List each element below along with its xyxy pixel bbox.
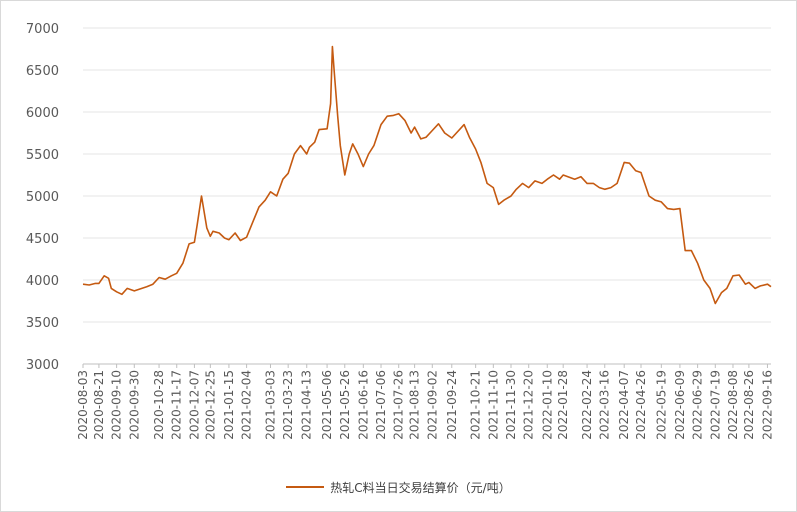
x-tick-label: 2020-08-03 xyxy=(76,370,90,440)
x-tick-label: 2022-08-08 xyxy=(726,370,740,440)
x-tick-label: 2021-09-02 xyxy=(425,370,439,440)
x-tick-label: 2022-01-10 xyxy=(540,370,554,440)
x-tick-label: 2021-02-04 xyxy=(240,370,254,440)
x-tick-label: 2022-01-28 xyxy=(556,370,570,440)
x-tick-label: 2022-02-24 xyxy=(580,370,594,440)
x-tick-label: 2020-12-07 xyxy=(187,370,201,440)
x-tick-label: 2022-05-19 xyxy=(654,370,668,440)
x-tick-label: 2021-05-26 xyxy=(338,370,352,440)
y-tick-label: 4000 xyxy=(26,274,59,289)
x-tick-label: 2022-07-19 xyxy=(708,370,722,440)
y-tick-label: 6500 xyxy=(26,64,59,79)
x-tick-label: 2021-04-13 xyxy=(300,370,314,440)
x-tick-label: 2021-03-03 xyxy=(263,370,277,440)
legend-swatch xyxy=(286,486,325,488)
y-tick-label: 5000 xyxy=(26,190,59,205)
x-tick-label: 2020-12-25 xyxy=(203,370,217,440)
y-tick-label: 5500 xyxy=(26,148,59,163)
x-tick-label: 2022-08-26 xyxy=(742,370,756,440)
x-tick-label: 2021-10-21 xyxy=(469,370,483,440)
y-tick-label: 3000 xyxy=(26,358,59,373)
x-tick-label: 2021-03-23 xyxy=(281,370,295,440)
x-tick-label: 2022-04-26 xyxy=(634,370,648,440)
x-tick-label: 2021-11-10 xyxy=(486,370,500,440)
y-tick-label: 7000 xyxy=(26,22,59,37)
x-tick-label: 2021-06-16 xyxy=(356,370,370,440)
y-tick-label: 3500 xyxy=(26,316,59,331)
x-tick-label: 2021-12-20 xyxy=(522,370,536,440)
y-tick-label: 4500 xyxy=(26,232,59,247)
x-tick-label: 2022-06-09 xyxy=(673,370,687,440)
legend: 热轧C料当日交易结算价（元/吨） xyxy=(0,476,797,498)
x-tick-label: 2020-09-30 xyxy=(127,370,141,440)
x-tick-label: 2022-09-16 xyxy=(760,370,774,440)
gridlines xyxy=(83,27,771,323)
x-tick-label: 2022-04-07 xyxy=(617,370,631,440)
x-tick-label: 2021-05-06 xyxy=(320,370,334,440)
x-tick-label: 2021-07-06 xyxy=(374,370,388,440)
x-tick-label: 2021-07-26 xyxy=(392,370,406,440)
x-tick-label: 2021-08-13 xyxy=(408,370,422,440)
y-tick-label: 6000 xyxy=(26,106,59,121)
legend-label: 热轧C料当日交易结算价（元/吨） xyxy=(330,480,511,495)
y-axis-ticks: 3000 3500 4000 4500 5000 5500 6000 6500 7000 xyxy=(26,22,59,373)
x-tick-label: 2020-11-17 xyxy=(170,370,184,440)
x-tick-label: 2022-06-29 xyxy=(691,370,705,440)
x-tick-label: 2020-08-21 xyxy=(92,370,106,440)
x-tick-label: 2020-10-28 xyxy=(152,370,166,440)
x-tick-label: 2021-01-15 xyxy=(222,370,236,440)
x-tick-label: 2020-09-10 xyxy=(110,370,124,440)
series-line xyxy=(82,45,772,305)
x-axis-ticks: 2020-08-03 2020-08-21 2020-09-10 2020-09-30… xyxy=(76,364,774,440)
x-tick-label: 2021-11-30 xyxy=(504,370,518,440)
x-tick-label: 2021-09-24 xyxy=(445,370,459,440)
x-tick-label: 2022-03-16 xyxy=(598,370,612,440)
